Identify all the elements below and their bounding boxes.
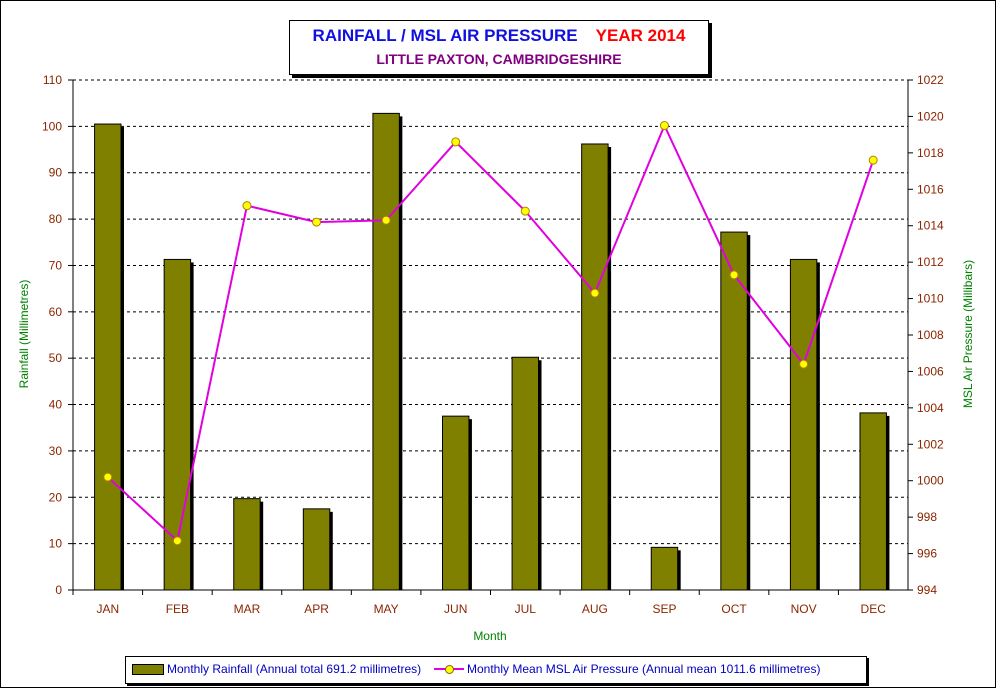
y-right-tick-label: 1012 [917, 255, 944, 269]
y-right-tick-label: 1016 [917, 182, 944, 196]
bar [94, 123, 122, 591]
legend: Monthly Rainfall (Annual total 691.2 mil… [125, 656, 867, 684]
rainfall-bars [94, 112, 890, 591]
y-left-tick-label: 50 [49, 351, 63, 365]
bar [650, 546, 679, 591]
y-left-tick-label: 100 [42, 119, 62, 133]
pressure-point [381, 215, 391, 225]
x-tick-label: MAR [234, 602, 261, 616]
y-left-tick-label: 90 [49, 166, 63, 180]
pressure-point [729, 270, 739, 280]
bar [233, 498, 261, 591]
legend-label-pressure: Monthly Mean MSL Air Pressure (Annual me… [467, 662, 821, 676]
grid-lines [73, 79, 908, 545]
x-tick-label: OCT [721, 602, 747, 616]
y-left-tick-label: 40 [49, 398, 63, 412]
bar [720, 231, 748, 591]
y-right-tick-label: 1002 [917, 437, 944, 451]
x-tick-label: APR [304, 602, 329, 616]
chart-title-year: YEAR 2014 [595, 26, 686, 45]
y-left-tick-label: 20 [49, 490, 63, 504]
bar [859, 412, 887, 591]
pressure-point [172, 536, 182, 546]
pressure-series-line [107, 123, 875, 543]
y-left-tick-label: 30 [49, 444, 63, 458]
y-left-tick-label: 70 [49, 258, 63, 272]
y-right-tick-label: 1018 [917, 146, 944, 160]
chart-title-main: RAINFALL / MSL AIR PRESSURE [312, 26, 578, 45]
pressure-point [312, 217, 322, 227]
x-axis-title: Month [473, 629, 506, 643]
x-tick-label: NOV [791, 602, 817, 616]
pressure-point [659, 121, 669, 131]
axes: 0102030405060708090100110994996998100010… [42, 73, 944, 616]
x-tick-label: JAN [96, 602, 119, 616]
bar [581, 143, 609, 591]
y-right-tick-label: 998 [917, 510, 937, 524]
y-left-tick-label: 0 [55, 583, 62, 597]
bar [163, 258, 192, 591]
pressure-point [242, 201, 252, 211]
legend-bar-swatch [132, 663, 164, 675]
y-right-tick-label: 1020 [917, 109, 944, 123]
y-left-tick-label: 60 [49, 305, 63, 319]
chart-title: RAINFALL / MSL AIR PRESSURE YEAR 2014 [290, 26, 708, 46]
legend-label-rainfall: Monthly Rainfall (Annual total 691.2 mil… [167, 662, 422, 676]
bar [789, 258, 818, 591]
legend-item-pressure: Monthly Mean MSL Air Pressure (Annual me… [434, 662, 820, 676]
x-tick-label: MAY [374, 602, 399, 616]
x-tick-label: AUG [582, 602, 608, 616]
y-axis-left-title: Rainfall (Millimetres) [17, 280, 31, 389]
x-tick-label: DEC [861, 602, 887, 616]
y-right-tick-label: 1014 [917, 219, 944, 233]
y-right-tick-label: 996 [917, 547, 937, 561]
pressure-point [103, 472, 113, 482]
y-left-tick-label: 10 [49, 537, 63, 551]
x-tick-label: JUL [515, 602, 537, 616]
y-left-tick-label: 80 [49, 212, 63, 226]
pressure-point [520, 206, 530, 216]
pressure-point [799, 359, 809, 369]
y-right-tick-label: 1010 [917, 292, 944, 306]
x-tick-label: JUN [444, 602, 467, 616]
bar [372, 112, 400, 591]
y-axis-right-title: MSL Air Pressure (Millibars) [961, 260, 975, 408]
legend-item-rainfall: Monthly Rainfall (Annual total 691.2 mil… [132, 662, 421, 676]
bar [511, 356, 540, 591]
y-right-tick-label: 1008 [917, 328, 944, 342]
pressure-line [103, 121, 878, 546]
y-right-tick-label: 1000 [917, 474, 944, 488]
bar [302, 508, 331, 591]
pressure-point [451, 137, 461, 147]
x-tick-label: FEB [166, 602, 189, 616]
legend-line-swatch [434, 663, 464, 675]
chart-title-box: RAINFALL / MSL AIR PRESSURE YEAR 2014 LIT… [289, 20, 709, 75]
y-right-tick-label: 1004 [917, 401, 944, 415]
x-tick-label: SEP [652, 602, 676, 616]
y-right-tick-label: 1006 [917, 364, 944, 378]
bar [441, 415, 470, 591]
pressure-point [868, 155, 878, 165]
chart-subtitle: LITTLE PAXTON, CAMBRIDGESHIRE [376, 51, 622, 67]
pressure-point [590, 288, 600, 298]
y-left-tick-label: 110 [43, 73, 62, 87]
y-right-tick-label: 994 [917, 583, 937, 597]
y-right-tick-label: 1022 [917, 73, 944, 87]
